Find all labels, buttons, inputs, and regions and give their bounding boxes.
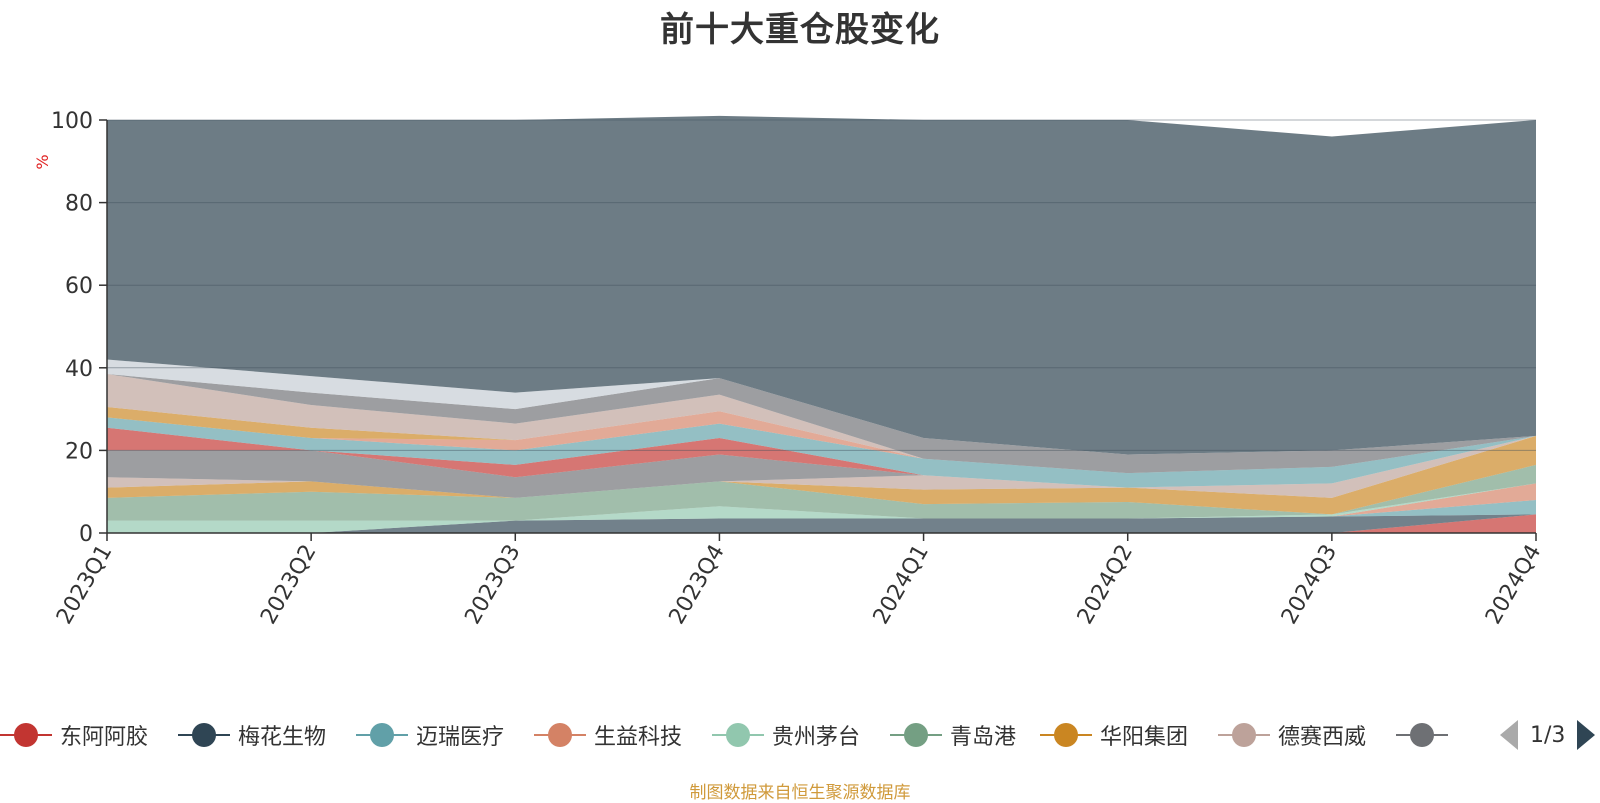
x-tick-label-5: 2024Q2 bbox=[1073, 541, 1138, 629]
x-tick-label-3: 2023Q4 bbox=[665, 541, 730, 629]
y-tick-label-2: 40 bbox=[65, 357, 93, 382]
legend-label: 迈瑞医疗 bbox=[416, 725, 505, 750]
x-tick-label-6: 2024Q3 bbox=[1277, 541, 1342, 629]
y-axis-label: % bbox=[33, 154, 52, 169]
legend-item-1[interactable]: 梅花生物 bbox=[178, 718, 326, 752]
stacked-area-chart: 0 20 40 60 80 100 2023Q1 2023Q2 2023Q3 2023Q4 2024… bbox=[33, 109, 1546, 629]
x-tick-label-1: 2023Q2 bbox=[256, 541, 321, 629]
area-series-16 bbox=[107, 115, 1536, 455]
legend-marker-icon bbox=[356, 722, 408, 748]
y-tick-label-0: 0 bbox=[79, 522, 93, 547]
legend-item-5[interactable]: 青岛港 bbox=[890, 718, 1016, 752]
x-tick-label-2: 2023Q3 bbox=[460, 541, 525, 629]
legend-marker-icon bbox=[534, 722, 586, 748]
x-tick-label-4: 2024Q1 bbox=[869, 541, 934, 629]
area-series-10 bbox=[107, 417, 1536, 488]
legend-marker-icon bbox=[1396, 722, 1448, 748]
y-tick-label-1: 20 bbox=[65, 439, 93, 464]
area-series-6 bbox=[107, 435, 1536, 515]
legend-prev-page-icon[interactable] bbox=[1500, 720, 1518, 750]
chart-title: 前十大重仓股变化 bbox=[660, 10, 940, 50]
y-tick-label-5: 100 bbox=[51, 109, 93, 134]
x-tick-label-7: 2024Q4 bbox=[1481, 541, 1546, 629]
legend-label: 青岛港 bbox=[950, 725, 1017, 750]
source-note: 制图数据来自恒生聚源数据库 bbox=[689, 783, 911, 803]
legend-label: 华阳集团 bbox=[1100, 725, 1189, 750]
legend-item-2[interactable]: 迈瑞医疗 bbox=[356, 718, 504, 752]
legend-item-8[interactable]: 上海机场 bbox=[1396, 718, 1450, 752]
legend-label: 东阿阿胶 bbox=[60, 725, 149, 750]
area-series-9 bbox=[107, 427, 1536, 488]
legend: 东阿阿胶 梅花生物 迈瑞医疗 生益科技 贵州茅台 青岛港 华阳集团 德赛西威 上海机场 bbox=[0, 718, 1450, 752]
legend-page-indicator: 1/3 bbox=[1530, 722, 1566, 748]
legend-item-6[interactable]: 华阳集团 bbox=[1040, 718, 1188, 752]
legend-marker-icon bbox=[1040, 722, 1092, 748]
y-tick-label-3: 60 bbox=[65, 274, 93, 299]
legend-label: 德赛西威 bbox=[1278, 725, 1367, 750]
area-series-7 bbox=[107, 435, 1536, 498]
gridlines-layer bbox=[107, 119, 1536, 451]
legend-item-3[interactable]: 生益科技 bbox=[534, 718, 682, 752]
area-series-1 bbox=[107, 514, 1536, 533]
legend-marker-icon bbox=[1218, 722, 1270, 748]
legend-pager: 1/3 bbox=[1500, 717, 1596, 753]
legend-label: 梅花生物 bbox=[238, 725, 327, 750]
legend-item-4[interactable]: 贵州茅台 bbox=[712, 718, 860, 752]
area-series-8 bbox=[107, 435, 1536, 498]
legend-label: 贵州茅台 bbox=[772, 725, 861, 750]
area-series-13 bbox=[107, 374, 1536, 474]
area-series-layer bbox=[107, 115, 1536, 533]
legend-marker-icon bbox=[0, 722, 52, 748]
area-series-11 bbox=[107, 411, 1536, 474]
legend-marker-icon bbox=[178, 722, 230, 748]
legend-label: 生益科技 bbox=[594, 725, 683, 750]
legend-next-page-icon[interactable] bbox=[1577, 720, 1596, 750]
legend-item-0[interactable]: 东阿阿胶 bbox=[0, 718, 148, 752]
x-tick-label-0: 2023Q1 bbox=[52, 541, 117, 629]
y-tick-label-4: 80 bbox=[65, 192, 93, 217]
area-series-14 bbox=[107, 374, 1536, 474]
legend-item-7[interactable]: 德赛西威 bbox=[1218, 718, 1366, 752]
legend-marker-icon bbox=[712, 722, 764, 748]
legend-marker-icon bbox=[890, 722, 942, 748]
area-series-0 bbox=[107, 514, 1536, 533]
